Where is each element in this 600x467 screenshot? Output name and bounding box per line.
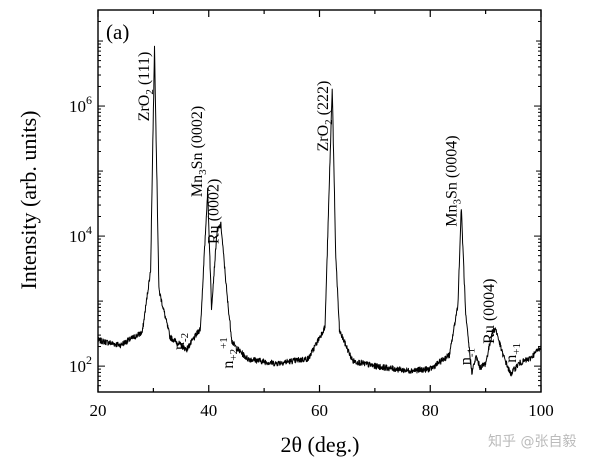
peak-label-mn3sn-0002: Mn3Sn (0002) — [189, 106, 209, 197]
peak-label-mn3sn-0004: Mn3Sn (0004) — [443, 135, 463, 226]
peak-label-n-minus-1: n-1 — [458, 348, 478, 365]
panel-label: (a) — [106, 20, 129, 44]
peak-label-zro2-222: ZrO2 (222) — [315, 81, 335, 152]
x-tick-label: 60 — [311, 401, 328, 420]
peak-label-ru-0002: Ru (0002) — [206, 179, 223, 244]
xrd-curve — [97, 45, 542, 377]
peak-label-ru-0004: Ru (0004) — [481, 279, 498, 344]
peak-label-zro2-111: ZrO2 (111) — [136, 52, 156, 122]
plot-frame — [97, 9, 542, 393]
y-axis-title: Intensity (arb. units) — [16, 110, 41, 289]
peak-label-n-minus-2: n-2 — [171, 333, 191, 350]
x-tick-label: 100 — [528, 401, 554, 420]
watermark-text: 知乎 @张自毅 — [488, 433, 576, 450]
y-tick-label: 106 — [69, 93, 92, 116]
x-axis-title: 2θ (deg.) — [281, 432, 360, 457]
y-tick-label: 104 — [69, 223, 92, 246]
y-tick-label: 102 — [69, 353, 92, 376]
x-tick-label: 40 — [200, 401, 217, 420]
x-tick-label: 20 — [90, 401, 107, 420]
peak-label-n-plus-2-plus-1: n+2+1 — [218, 337, 240, 368]
peak-label-n-plus-1: n+1 — [503, 343, 523, 363]
x-tick-label: 80 — [422, 401, 439, 420]
